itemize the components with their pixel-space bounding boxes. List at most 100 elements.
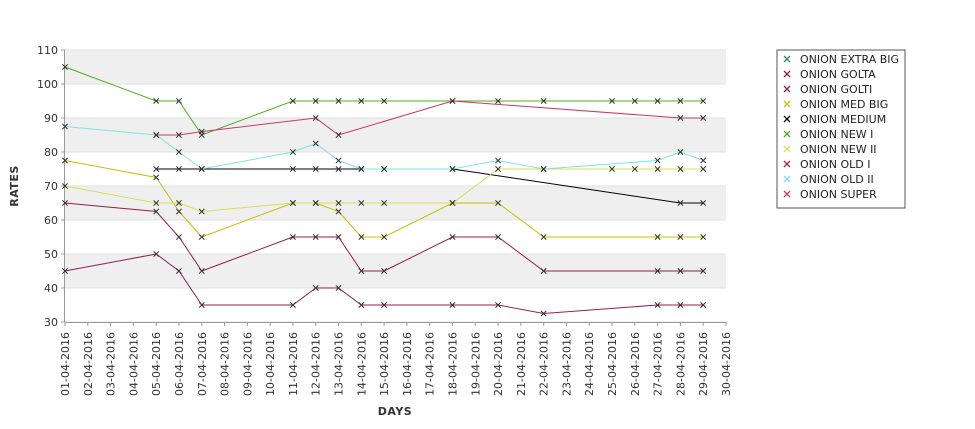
x-tick-label: 05-04-2016: [150, 332, 163, 396]
x-tick-label: 20-04-2016: [492, 332, 505, 396]
x-tick-label: 27-04-2016: [652, 332, 665, 396]
y-tick-label: 90: [44, 112, 58, 125]
data-point: [153, 200, 160, 206]
data-point: [449, 234, 456, 240]
data-point: [289, 234, 296, 240]
x-tick-label: 06-04-2016: [173, 332, 186, 396]
data-point: [609, 166, 615, 172]
plot-background: [65, 49, 726, 323]
data-point: [449, 200, 456, 206]
data-point: [540, 234, 547, 240]
data-point: [312, 285, 319, 291]
data-point: [312, 200, 319, 206]
y-axis-title: RATES: [8, 165, 21, 207]
data-point: [289, 98, 296, 104]
data-point: [312, 98, 319, 104]
data-point: [335, 200, 342, 206]
y-tick-label: 30: [44, 316, 58, 329]
data-point: [335, 234, 342, 240]
x-tick-label: 13-04-2016: [333, 332, 346, 396]
data-point: [62, 268, 68, 274]
data-point: [289, 200, 296, 206]
data-point: [176, 132, 182, 138]
legend-entry: ONION GOLTA: [800, 68, 876, 81]
data-point: [495, 98, 502, 104]
data-point: [153, 98, 160, 104]
x-tick-label: 29-04-2016: [697, 332, 710, 396]
data-point: [358, 166, 365, 172]
data-point: [700, 268, 707, 274]
y-tick-label: 100: [37, 78, 58, 91]
data-point: [335, 132, 342, 138]
data-point: [449, 166, 456, 172]
x-tick-label: 09-04-2016: [241, 332, 254, 396]
x-tick-label: 21-04-2016: [515, 332, 528, 396]
data-point: [176, 208, 182, 215]
data-point: [62, 123, 68, 130]
x-tick-label: 18-04-2016: [446, 332, 459, 396]
data-point: [540, 268, 547, 274]
x-tick-label: 14-04-2016: [355, 332, 368, 396]
data-point: [198, 166, 205, 172]
x-tick-label: 24-04-2016: [583, 332, 596, 396]
data-point: [381, 302, 388, 308]
data-point: [700, 234, 707, 240]
data-point: [176, 234, 182, 240]
legend-box: [776, 49, 906, 209]
data-point: [358, 200, 365, 206]
data-point: [198, 302, 205, 308]
data-point: [312, 234, 319, 240]
data-point: [631, 98, 638, 104]
data-point: [495, 157, 502, 164]
data-point: [495, 200, 502, 206]
legend-entry: ONION EXTRA BIG: [800, 53, 899, 66]
data-point: [335, 285, 342, 291]
y-tick-label: 70: [44, 180, 58, 193]
data-point: [677, 200, 684, 206]
data-point: [153, 174, 160, 181]
y-tick-label: 40: [44, 282, 58, 295]
data-point: [540, 98, 547, 104]
data-point: [700, 115, 707, 121]
legend-entry: ONION NEW II: [800, 143, 877, 156]
data-point: [289, 302, 296, 308]
data-point: [654, 166, 661, 172]
data-point: [176, 200, 182, 206]
series-markers: [62, 64, 707, 317]
data-point: [289, 149, 296, 155]
data-point: [449, 98, 456, 104]
data-point: [677, 234, 684, 240]
data-point: [609, 98, 615, 104]
x-tick-label: 30-04-2016: [720, 332, 733, 396]
data-point: [495, 166, 502, 172]
x-tick-label: 04-04-2016: [127, 332, 140, 396]
data-point: [677, 268, 684, 274]
data-point: [153, 251, 160, 257]
legend-entry: ONION NEW I: [800, 128, 873, 141]
data-point: [198, 208, 205, 215]
data-point: [631, 166, 638, 172]
data-point: [358, 302, 365, 308]
data-point: [335, 157, 342, 164]
data-point: [381, 268, 388, 274]
data-point: [312, 115, 319, 121]
y-axis: 30 40 50 60 70 80 90 100 110: [37, 44, 65, 329]
data-point: [198, 128, 205, 135]
data-point: [700, 166, 707, 172]
legend-marker: [783, 85, 791, 93]
x-tick-label: 01-04-2016: [59, 332, 72, 396]
legend-marker: [783, 55, 791, 63]
data-point: [198, 268, 205, 274]
x-tick-label: 02-04-2016: [82, 332, 95, 396]
data-point: [540, 310, 547, 317]
data-point: [335, 208, 342, 215]
legend: ONION EXTRA BIG ONION GOLTA ONION GOLTI ONI…: [776, 49, 906, 209]
y-tick-label: 110: [37, 44, 58, 57]
data-point: [654, 234, 661, 240]
legend-entry: ONION SUPER: [800, 188, 877, 201]
x-tick-label: 22-04-2016: [538, 332, 551, 396]
data-point: [153, 166, 160, 172]
data-point: [335, 98, 342, 104]
x-tick-label: 25-04-2016: [606, 332, 619, 396]
